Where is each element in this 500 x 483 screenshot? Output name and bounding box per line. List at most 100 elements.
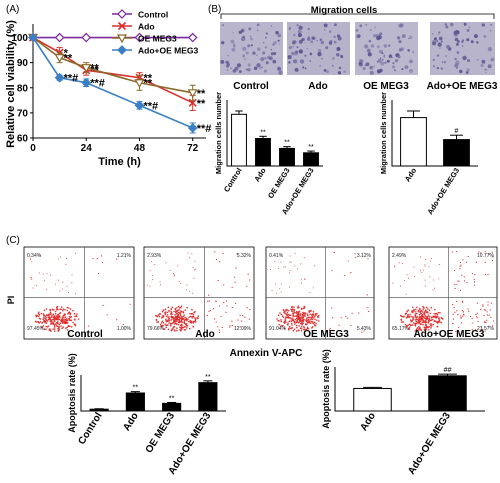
event-dot	[182, 311, 185, 313]
cell-dot	[230, 39, 235, 44]
significance-mark: **	[64, 53, 73, 65]
event-dot	[173, 322, 176, 325]
data-point	[54, 32, 65, 43]
event-dot	[452, 322, 454, 325]
event-dot	[168, 319, 171, 322]
event-dot	[215, 321, 217, 323]
event-dot	[427, 320, 430, 323]
event-dot	[172, 316, 174, 318]
event-dot	[167, 310, 170, 312]
event-dot	[177, 323, 180, 326]
event-dot	[310, 316, 313, 319]
cell-dot	[294, 67, 299, 72]
quadrant-ll: 91.04%	[269, 326, 287, 332]
cell-dot	[230, 67, 232, 70]
event-dot	[491, 251, 493, 253]
event-dot	[214, 318, 216, 320]
event-dot	[417, 309, 420, 312]
event-dot	[177, 311, 180, 314]
migration-image-label-ado: Ado	[308, 81, 327, 92]
event-dot	[350, 324, 352, 327]
event-dot	[170, 316, 173, 318]
significance-mark: **#	[64, 73, 79, 85]
cell-dot	[302, 66, 305, 69]
event-dot	[306, 319, 308, 322]
event-dot	[53, 328, 56, 330]
event-dot	[484, 309, 487, 311]
event-dot	[170, 308, 173, 311]
event-dot	[241, 320, 243, 322]
event-dot	[398, 262, 400, 264]
event-dot	[291, 310, 293, 312]
event-dot	[161, 310, 164, 313]
event-dot	[68, 291, 70, 293]
event-dot	[278, 323, 281, 326]
legend-entry: Control	[138, 10, 168, 20]
event-dot	[429, 276, 431, 278]
cell-dot	[292, 59, 298, 64]
event-dot	[297, 305, 299, 307]
event-dot	[459, 261, 462, 264]
event-dot	[484, 322, 486, 324]
event-dot	[32, 287, 34, 289]
cell-dot	[269, 56, 273, 61]
y-tick-label: 90	[17, 58, 29, 69]
event-dot	[57, 316, 60, 318]
event-dot	[174, 315, 177, 318]
cell-dot	[378, 49, 383, 54]
data-point	[81, 32, 92, 43]
event-dot	[432, 315, 435, 318]
cell-dot	[379, 32, 383, 36]
event-dot	[186, 284, 188, 286]
event-dot	[197, 315, 200, 317]
event-dot	[37, 315, 40, 317]
event-dot	[430, 317, 433, 319]
cell-dot	[432, 41, 437, 46]
data-point	[54, 54, 65, 63]
event-dot	[421, 271, 423, 273]
event-dot	[207, 300, 209, 302]
event-dot	[184, 318, 187, 321]
event-dot	[231, 320, 233, 322]
cell-dot	[304, 67, 307, 70]
cell-dot	[249, 35, 252, 38]
event-dot	[174, 320, 177, 322]
event-dot	[478, 251, 480, 253]
cell-dot	[250, 44, 253, 47]
event-dot	[288, 272, 290, 274]
cell-dot	[376, 45, 380, 49]
event-dot	[72, 309, 74, 312]
event-dot	[164, 308, 167, 311]
data-point	[187, 89, 198, 99]
cell-dot	[398, 40, 402, 44]
event-dot	[242, 315, 244, 317]
cell-dot	[319, 65, 321, 67]
cell-dot	[306, 37, 311, 41]
cell-dot	[412, 51, 415, 53]
cell-dot	[227, 54, 229, 57]
cell-dot	[466, 38, 470, 42]
cell-dot	[436, 66, 439, 70]
event-dot	[429, 260, 431, 262]
event-dot	[302, 315, 304, 317]
event-dot	[155, 319, 158, 321]
event-dot	[37, 320, 39, 323]
cell-dot	[481, 23, 485, 27]
quadrant-ur: 5.32%	[237, 253, 252, 259]
cell-dot	[336, 52, 340, 57]
event-dot	[158, 313, 161, 315]
event-dot	[485, 273, 487, 276]
cell-dot	[384, 61, 387, 64]
event-dot	[281, 315, 284, 317]
event-dot	[318, 320, 320, 322]
event-dot	[271, 290, 273, 292]
quadrant-lr: 1.00%	[117, 326, 132, 332]
event-dot	[302, 318, 305, 321]
event-dot	[35, 315, 38, 318]
flow-plot-title: Ado	[195, 329, 214, 340]
event-dot	[401, 321, 403, 323]
event-dot	[452, 304, 454, 306]
event-dot	[465, 261, 468, 263]
event-dot	[249, 279, 251, 281]
event-dot	[74, 252, 76, 254]
